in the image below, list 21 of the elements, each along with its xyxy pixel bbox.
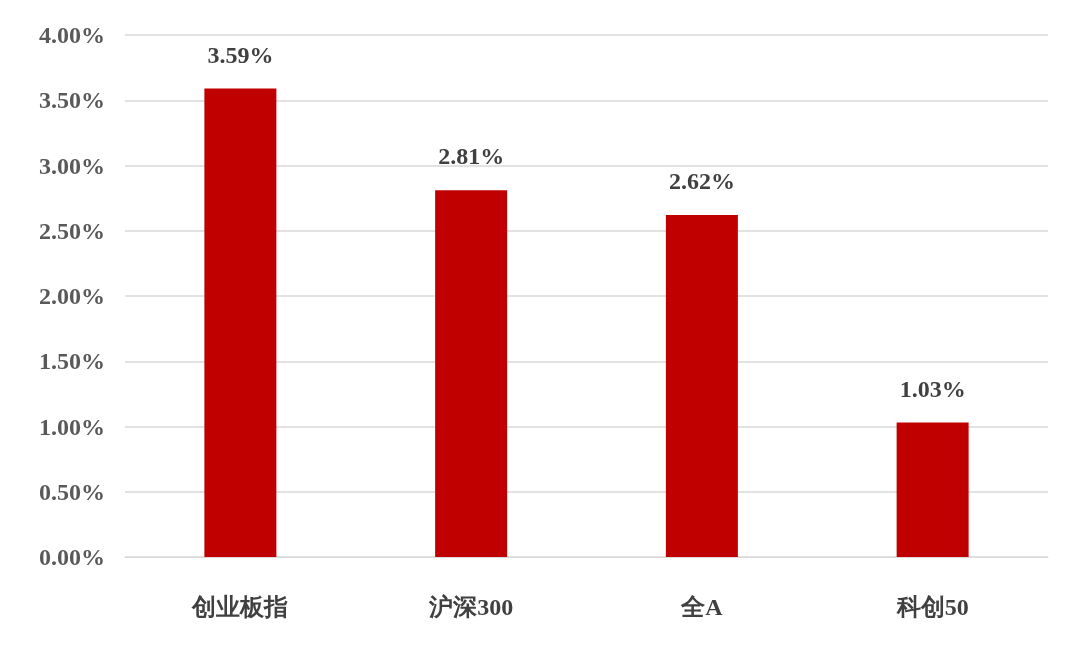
bar <box>665 215 738 557</box>
y-tick-label: 3.00% <box>39 152 105 179</box>
x-tick-label: 沪深300 <box>428 593 514 620</box>
y-tick-label: 2.50% <box>39 217 105 244</box>
data-label: 1.03% <box>899 375 966 402</box>
bar <box>896 422 969 557</box>
bar <box>204 88 277 557</box>
y-tick-label: 3.50% <box>39 87 105 114</box>
x-tick-label: 科创50 <box>895 594 969 620</box>
y-tick-label: 2.00% <box>39 283 105 309</box>
bar <box>435 190 508 557</box>
y-tick-label: 4.00% <box>39 22 105 48</box>
y-tick-label: 1.00% <box>39 413 105 440</box>
y-tick-label: 0.50% <box>39 478 105 505</box>
data-label: 2.62% <box>668 168 735 195</box>
x-tick-label: 创业板指 <box>191 594 289 620</box>
data-label: 3.59% <box>207 41 274 68</box>
data-label: 2.81% <box>438 143 505 170</box>
x-tick-label: 全A <box>680 594 724 620</box>
y-tick-label: 1.50% <box>39 348 105 375</box>
y-tick-label: 0.00% <box>39 544 105 570</box>
